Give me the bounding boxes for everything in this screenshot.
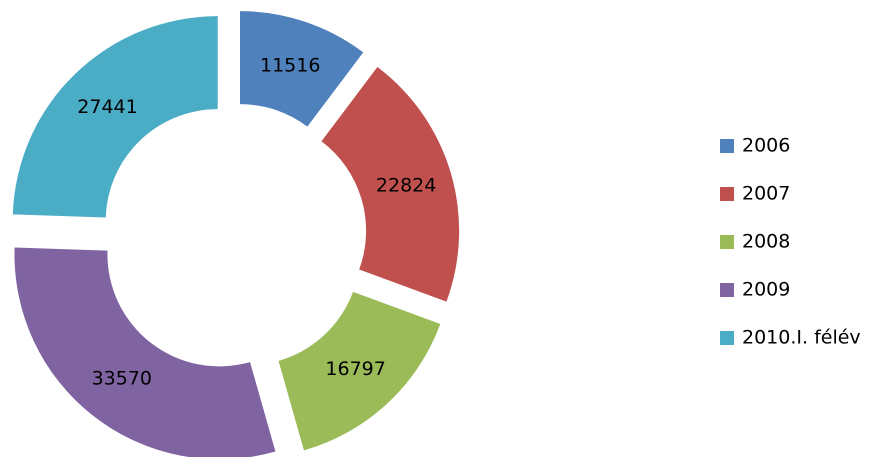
- data-label: 27441: [77, 96, 137, 118]
- legend-label: 2010.I. félév: [742, 327, 861, 349]
- legend-label: 2006: [742, 135, 790, 157]
- legend-swatch: [720, 139, 734, 153]
- legend-label: 2009: [742, 279, 790, 301]
- data-label: 16797: [325, 358, 385, 380]
- doughnut-slice: [14, 247, 276, 457]
- doughnut-slice: [239, 11, 364, 127]
- legend-swatch: [720, 187, 734, 201]
- legend-label: 2008: [742, 231, 790, 253]
- doughnut-slice: [278, 291, 441, 451]
- data-label: 11516: [260, 54, 320, 76]
- legend-swatch: [720, 235, 734, 249]
- doughnut-slice: [321, 66, 460, 302]
- legend-swatch: [720, 283, 734, 297]
- data-label: 22824: [376, 175, 436, 197]
- legend-swatch: [720, 331, 734, 345]
- legend-label: 2007: [742, 183, 790, 205]
- doughnut-slice: [12, 16, 218, 218]
- data-label: 33570: [92, 368, 152, 390]
